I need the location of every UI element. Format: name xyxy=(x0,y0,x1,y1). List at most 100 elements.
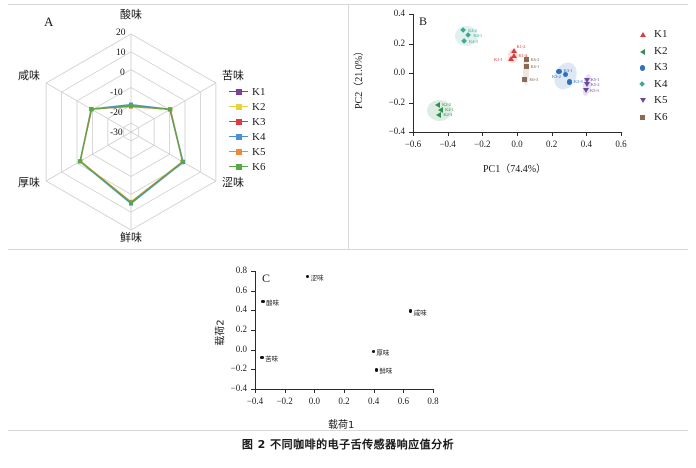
legend-item-k5[interactable]: K5 xyxy=(229,144,265,159)
loading-point[interactable] xyxy=(261,299,265,303)
data-point-k6-1[interactable] xyxy=(523,64,529,70)
data-point-label: K1-1 xyxy=(493,56,503,62)
legend-label: K1 xyxy=(654,28,668,41)
legend-line-k1 xyxy=(229,89,248,95)
data-point-label: K6-1 xyxy=(530,64,540,70)
legend-marker-icon xyxy=(637,29,649,39)
confidence-ellipse-k6 xyxy=(523,55,529,85)
data-point-k5-1[interactable] xyxy=(583,78,590,84)
y-tick-label: −0.4 xyxy=(230,383,247,393)
legend-marker-icon xyxy=(235,119,242,125)
y-tick-label: 0.4 xyxy=(393,8,405,18)
panel-a-label: A xyxy=(44,14,54,29)
data-point-label: K4-1 xyxy=(473,33,482,39)
data-point-label: K2-2 xyxy=(442,102,451,108)
data-point-k6-2[interactable] xyxy=(523,56,529,62)
legend-line-k4 xyxy=(229,134,248,140)
legend-marker-icon xyxy=(637,62,649,72)
x-tick-mark xyxy=(517,132,518,136)
x-tick-mark xyxy=(344,389,345,393)
legend-marker-icon xyxy=(235,104,242,110)
data-point-label: K3-3 xyxy=(573,79,583,85)
data-point-k2-2[interactable] xyxy=(435,102,441,109)
legend-marker-icon xyxy=(235,164,242,170)
panel-a-legend: K1 K2 K3 K4 K5 K6 xyxy=(229,84,265,174)
data-point-k5-2[interactable] xyxy=(583,82,590,88)
legend-item-k2[interactable]: K2 xyxy=(229,99,265,114)
loading-point[interactable] xyxy=(305,275,310,279)
legend-item-k6[interactable]: K6 xyxy=(637,109,667,126)
legend-item-k6[interactable]: K6 xyxy=(229,159,265,174)
data-point-label: K3-1 xyxy=(563,67,573,73)
x-tick-label: −0.4 xyxy=(246,396,264,406)
y-tick-label: −0.2 xyxy=(388,96,405,107)
radar-axis-label-bitter: 苦味 xyxy=(222,69,244,82)
legend-marker-icon xyxy=(637,95,649,105)
radar-tick-20: 20 xyxy=(116,28,126,38)
loading-point-label: 厚味 xyxy=(376,348,390,357)
data-point-k3-2[interactable] xyxy=(563,71,569,78)
y-tick-mark xyxy=(409,73,413,74)
legend-item-k5[interactable]: K5 xyxy=(637,92,667,109)
data-point-label: K2-3 xyxy=(443,112,452,118)
legend-item-k3[interactable]: K3 xyxy=(637,59,667,76)
y-tick-mark xyxy=(251,290,255,292)
x-tick-mark xyxy=(413,132,414,136)
data-point-k2-1[interactable] xyxy=(438,106,444,113)
legend-item-k4[interactable]: K4 xyxy=(229,129,265,144)
legend-item-k2[interactable]: K2 xyxy=(637,43,667,60)
data-point-k3-1[interactable] xyxy=(556,68,562,74)
legend-label: K5 xyxy=(252,145,266,158)
loading-point[interactable] xyxy=(374,368,379,372)
data-point-label: K6-2 xyxy=(530,56,540,62)
loading-point[interactable] xyxy=(409,309,413,313)
legend-item-k1[interactable]: K1 xyxy=(229,84,265,99)
x-tick-mark xyxy=(551,132,553,136)
legend-label: K2 xyxy=(654,44,668,57)
y-tick-label: 0.0 xyxy=(393,67,405,77)
y-tick-label: 0.0 xyxy=(235,343,247,354)
legend-label: K3 xyxy=(252,115,266,128)
x-tick-mark xyxy=(433,389,434,393)
data-point-k2-3[interactable] xyxy=(436,112,442,119)
panel-b-y-axis xyxy=(413,14,414,132)
y-tick-label: −0.2 xyxy=(230,363,247,374)
data-point-k3-3[interactable] xyxy=(566,79,573,85)
x-tick-mark xyxy=(255,389,256,393)
x-tick-label: −0.6 xyxy=(404,139,422,149)
data-point-k1-1[interactable] xyxy=(507,55,514,61)
x-tick-mark xyxy=(482,132,484,136)
loading-point[interactable] xyxy=(371,349,376,354)
y-tick-mark xyxy=(251,369,255,371)
x-tick-label: 0.0 xyxy=(511,139,523,149)
data-point-k1-2[interactable] xyxy=(510,48,517,54)
y-tick-mark xyxy=(409,102,413,104)
legend-label: K6 xyxy=(252,160,266,173)
data-point-label: K3-2 xyxy=(552,73,561,79)
loading-point-label: 涩味 xyxy=(310,274,324,283)
loading-point-label: 酸味 xyxy=(266,298,280,307)
x-tick-mark xyxy=(447,132,449,136)
panel-a-radar-chart: A 酸味 苦味 涩味 鲜味 厚味 咸味 20 10 0 -10 -20 -30 … xyxy=(0,0,348,248)
legend-item-k4[interactable]: K4 xyxy=(637,76,667,93)
x-tick-mark xyxy=(621,132,622,136)
legend-line-k5 xyxy=(229,149,248,155)
legend-label: K1 xyxy=(252,85,266,98)
legend-item-k3[interactable]: K3 xyxy=(229,114,265,129)
data-point-k1-3[interactable] xyxy=(511,52,518,58)
panel-c-plot-area: 涩味 酸味 咸味 厚味 苦味 鲜味 xyxy=(255,271,433,389)
data-point-k5-3[interactable] xyxy=(582,87,589,93)
y-tick-label: 0.2 xyxy=(235,324,247,334)
x-tick-mark xyxy=(314,389,316,393)
x-tick-label: 0.4 xyxy=(580,139,592,149)
data-point-k6-3[interactable] xyxy=(522,76,528,82)
data-point-label: K4-3 xyxy=(469,39,478,45)
loading-point[interactable] xyxy=(260,355,264,360)
legend-line-k6 xyxy=(229,164,248,170)
radar-axis-label-astringent: 涩味 xyxy=(222,176,244,189)
legend-item-k1[interactable]: K1 xyxy=(637,26,667,43)
panel-c-label: C xyxy=(262,271,271,285)
y-tick-mark xyxy=(251,271,255,272)
x-tick-mark xyxy=(373,389,375,393)
x-tick-label: 0.8 xyxy=(427,396,439,406)
